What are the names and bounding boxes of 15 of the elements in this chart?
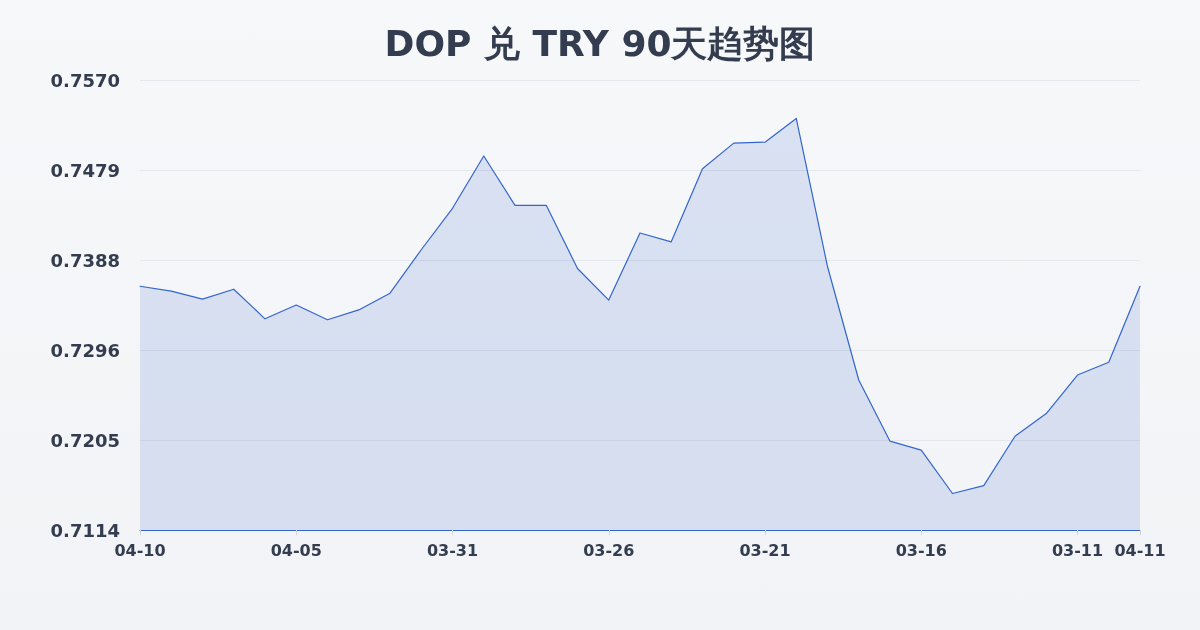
x-tick-label: 03-31 xyxy=(426,540,479,560)
x-tick-label: 04-11 xyxy=(1114,540,1166,560)
chart-title: DOP 兑 TRY 90天趋势图 xyxy=(384,22,816,64)
x-tick-label: 04-05 xyxy=(270,540,322,560)
y-tick-label: 0.7205 xyxy=(50,429,120,451)
x-tick-label: 03-11 xyxy=(1051,540,1104,560)
y-tick-label: 0.7114 xyxy=(50,519,120,541)
x-tick-label: 03-16 xyxy=(895,540,947,560)
y-tick-label: 0.7570 xyxy=(50,69,120,91)
y-tick-label: 0.7479 xyxy=(50,159,120,181)
x-tick-label: 04-10 xyxy=(114,540,166,560)
y-tick-label: 0.7388 xyxy=(50,249,120,271)
x-tick-label: 03-26 xyxy=(583,540,635,560)
y-tick-label: 0.7296 xyxy=(50,339,120,361)
x-tick-label: 03-21 xyxy=(739,540,791,560)
